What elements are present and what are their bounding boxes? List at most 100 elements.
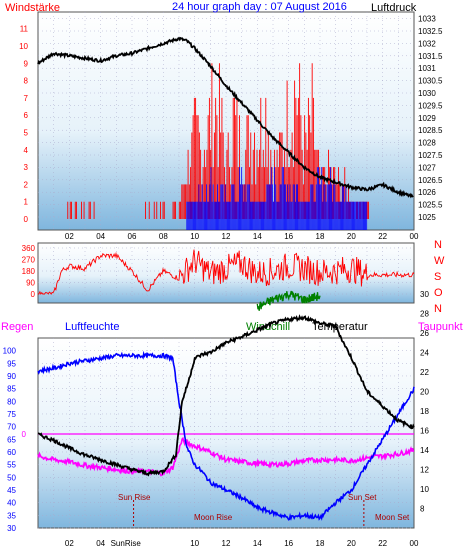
time-tick-label: 02 [65,232,74,241]
direction-tick-label: 270 [22,256,36,265]
temperature-line [37,314,415,477]
direction-tick-label: 180 [22,267,36,276]
compass-label: S [434,271,441,283]
climate-ticks: 3035404550556065707580859095100810121416… [3,290,430,548]
pressure-tick-label: 1030 [418,89,436,98]
pressure-tick-label: 1029 [418,114,436,123]
temperature-tick-label: 26 [420,329,429,338]
temperature-tick-label: 8 [420,505,425,514]
time-tick-label: 02 [65,539,74,548]
time-tick-label: 20 [347,539,356,548]
moon-rise-label: Moon Rise [194,513,233,522]
wind-tick-label: 0 [24,215,29,224]
humidity-tick-label: 70 [7,423,16,432]
wind-tick-label: 8 [24,77,29,86]
humidity-tick-label: 40 [7,499,16,508]
wind-tick-label: 3 [24,163,29,172]
wind-pressure-series [37,36,414,230]
temperatur-label: Temperatur [312,321,368,333]
sun-set-label: Sun Set [348,493,377,502]
wind-tick-label: 9 [24,59,29,68]
pressure-tick-label: 1025 [418,213,436,222]
pressure-tick-label: 1028.5 [418,126,443,135]
wind-pressure-ticks: 10251025.510261026.510271027.510281028.5… [19,15,443,241]
pressure-tick-label: 1030.5 [418,77,443,86]
direction-tick-label: 360 [22,244,36,253]
windstaerke-label: Windstärke [5,2,60,14]
temperature-tick-label: 18 [420,407,429,416]
direction-tick-label: 90 [26,279,35,288]
time-tick-label: 10 [190,539,199,548]
time-tick-label: 18 [316,232,325,241]
time-tick-label: 04 [96,232,105,241]
pressure-tick-label: 1031.5 [418,52,443,61]
wind-direction-panel [37,242,415,304]
direction-tick-label: 0 [31,290,36,299]
time-tick-label: 12 [222,539,231,548]
time-tick-label: 14 [253,232,262,241]
moon-set-label: Moon Set [375,513,410,522]
sun-rise-label: Sun Rise [118,493,151,502]
temperature-tick-label: 30 [420,290,429,299]
pressure-line [37,36,414,199]
humidity-line [37,350,415,521]
pressure-tick-label: 1029.5 [418,101,443,110]
luftfeuchte-label: Luftfeuchte [65,321,119,333]
wind-tick-label: 4 [24,146,29,155]
wind-direction-grid [38,243,414,303]
time-tick-label: 10 [190,232,199,241]
time-tick-label: 12 [222,232,231,241]
time-tick-label: 14 [253,539,262,548]
temperature-tick-label: 20 [420,388,429,397]
climate-series [37,290,415,521]
humidity-tick-label: 100 [3,347,17,356]
compass-label: W [434,255,445,267]
wind-direction-series [38,249,415,295]
time-tick-label: 06 [128,232,137,241]
pressure-tick-label: 1026.5 [418,176,443,185]
humidity-tick-label: 75 [7,410,16,419]
wind-tick-label: 6 [24,111,29,120]
humidity-tick-label: 65 [7,435,16,444]
humidity-tick-label: 95 [7,359,16,368]
time-tick-label: 22 [378,539,387,548]
windchill-line [256,290,321,311]
temperature-tick-label: 14 [420,446,429,455]
climate-annotations: Sun Rise Sun Set Moon Rise Moon Set [118,493,410,528]
time-tick-label: 20 [347,232,356,241]
temperature-tick-label: 24 [420,349,429,358]
time-tick-label: 16 [284,539,293,548]
taupunkt-label: Taupunkt [418,321,463,333]
time-tick-label: 00 [410,232,419,241]
pressure-tick-label: 1032.5 [418,27,443,36]
time-tick-label: 00 [410,539,419,548]
temperature-tick-label: 28 [420,310,429,319]
humidity-tick-label: 85 [7,385,16,394]
time-tick-label: 04 [96,539,105,548]
luftdruck-label: Luftdruck [371,2,417,14]
humidity-tick-label: 80 [7,397,16,406]
wind-direction-line [38,249,415,295]
humidity-tick-label: 90 [7,372,16,381]
temperature-tick-label: 16 [420,427,429,436]
wind-tick-label: 10 [19,42,28,51]
climate-grid [38,338,414,529]
humidity-tick-label: 50 [7,473,16,482]
compass-label: N [434,239,442,251]
compass-label: O [434,287,443,299]
time-tick-label: SunRise [111,539,142,548]
time-tick-label: 18 [316,539,325,548]
chart-title: 24 hour graph day : 07 August 2016 [172,1,347,13]
wind-tick-label: 2 [24,180,29,189]
humidity-tick-label: 45 [7,486,16,495]
pressure-tick-label: 1027 [418,163,436,172]
temperature-tick-label: 10 [420,485,429,494]
temperature-tick-label: 12 [420,466,429,475]
time-tick-label: 22 [378,232,387,241]
rain-zero-label: 0 [22,430,27,439]
humidity-tick-label: 55 [7,461,16,470]
humidity-tick-label: 30 [7,524,16,533]
